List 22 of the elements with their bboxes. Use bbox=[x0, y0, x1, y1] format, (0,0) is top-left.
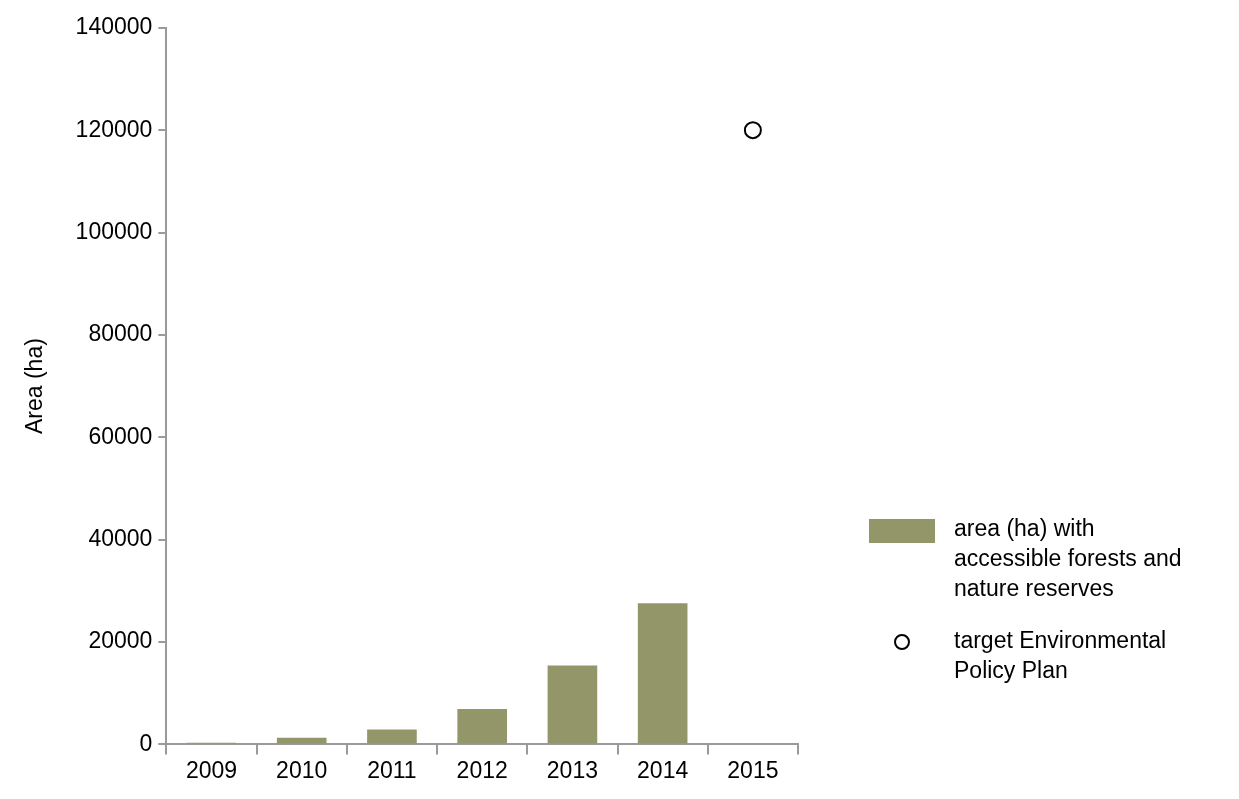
x-tick-label: 2014 bbox=[637, 756, 689, 783]
bar bbox=[637, 603, 688, 744]
bar bbox=[457, 709, 507, 744]
x-tick-label: 2010 bbox=[276, 756, 328, 783]
x-tick-label: 2009 bbox=[185, 756, 238, 783]
y-tick-label: 60000 bbox=[88, 422, 153, 449]
y-axis-title: Area (ha) bbox=[21, 338, 48, 435]
y-tick-label: 100000 bbox=[75, 217, 153, 244]
y-tick-label: 0 bbox=[139, 729, 153, 756]
x-tick-label: 2015 bbox=[727, 756, 779, 783]
bar bbox=[547, 665, 598, 744]
bar bbox=[367, 729, 417, 744]
x-tick-label: 2012 bbox=[456, 756, 508, 783]
y-tick-label: 140000 bbox=[75, 13, 153, 40]
legend-label: area (ha) with accessible forests and nature reserves bbox=[954, 514, 1183, 603]
y-tick-label: 40000 bbox=[88, 525, 153, 551]
y-tick-label: 80000 bbox=[88, 320, 153, 347]
x-tick-label: 2013 bbox=[546, 756, 598, 783]
y-tick-label: 120000 bbox=[75, 115, 153, 142]
y-tick-label: 20000 bbox=[88, 627, 153, 654]
legend-label: target Environmental Policy Plan bbox=[954, 626, 1168, 685]
x-tick-label: 2011 bbox=[367, 756, 417, 783]
